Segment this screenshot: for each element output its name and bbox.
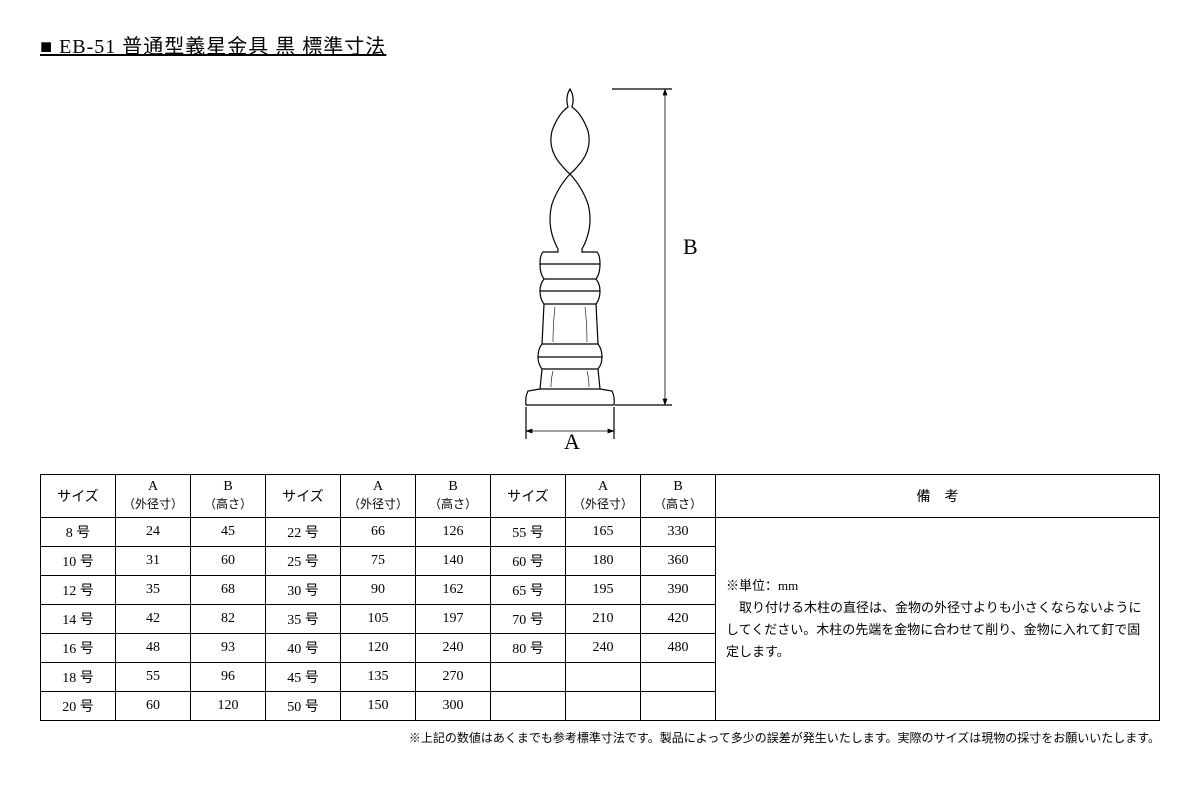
cell-a: 75 bbox=[341, 547, 416, 576]
cell-b: 126 bbox=[416, 518, 491, 547]
cell-size: 45 号 bbox=[266, 663, 341, 692]
cell-b: 300 bbox=[416, 692, 491, 721]
diagram-label-a: A bbox=[564, 429, 580, 449]
cell-a: 120 bbox=[341, 634, 416, 663]
cell-size bbox=[491, 692, 566, 721]
th-size-1: サイズ bbox=[41, 475, 116, 518]
cell-size: 10 号 bbox=[41, 547, 116, 576]
cell-size: 14 号 bbox=[41, 605, 116, 634]
cell-b: 360 bbox=[641, 547, 716, 576]
th-B-1: B（高さ） bbox=[191, 475, 266, 518]
cell-b: 390 bbox=[641, 576, 716, 605]
page-title: ■ EB-51 普通型義星金具 黒 標準寸法 bbox=[40, 30, 1160, 59]
cell-a: 210 bbox=[566, 605, 641, 634]
diagram-label-b: B bbox=[683, 234, 698, 259]
th-B-2: B（高さ） bbox=[416, 475, 491, 518]
cell-a: 48 bbox=[116, 634, 191, 663]
cell-a: 180 bbox=[566, 547, 641, 576]
cell-b: 96 bbox=[191, 663, 266, 692]
cell-a: 195 bbox=[566, 576, 641, 605]
diagram: B A bbox=[440, 69, 760, 454]
remarks-cell: ※単位：mm 取り付ける木柱の直径は、金物の外径寸よりも小さくならないようにして… bbox=[716, 518, 1160, 721]
cell-size: 70 号 bbox=[491, 605, 566, 634]
th-A-3: A（外径寸） bbox=[566, 475, 641, 518]
cell-b: 120 bbox=[191, 692, 266, 721]
dimension-table: サイズ A（外径寸） B（高さ） サイズ A（外径寸） B（高さ） サイズ A（… bbox=[40, 474, 1160, 721]
ornament-diagram-svg: B A bbox=[440, 69, 760, 449]
cell-a: 66 bbox=[341, 518, 416, 547]
cell-size: 22 号 bbox=[266, 518, 341, 547]
cell-size: 16 号 bbox=[41, 634, 116, 663]
cell-size: 18 号 bbox=[41, 663, 116, 692]
cell-b: 330 bbox=[641, 518, 716, 547]
cell-a: 42 bbox=[116, 605, 191, 634]
cell-b: 270 bbox=[416, 663, 491, 692]
cell-size: 20 号 bbox=[41, 692, 116, 721]
cell-a: 135 bbox=[341, 663, 416, 692]
cell-a: 150 bbox=[341, 692, 416, 721]
cell-a: 105 bbox=[341, 605, 416, 634]
cell-size: 35 号 bbox=[266, 605, 341, 634]
cell-size: 12 号 bbox=[41, 576, 116, 605]
th-remarks: 備 考 bbox=[716, 475, 1160, 518]
cell-size: 25 号 bbox=[266, 547, 341, 576]
footnote: ※上記の数値はあくまでも参考標準寸法です。製品によって多少の誤差が発生いたします… bbox=[40, 729, 1160, 746]
th-A-1: A（外径寸） bbox=[116, 475, 191, 518]
diagram-container: B A bbox=[40, 69, 1160, 454]
cell-b bbox=[641, 692, 716, 721]
cell-a: 60 bbox=[116, 692, 191, 721]
cell-a: 240 bbox=[566, 634, 641, 663]
cell-b bbox=[641, 663, 716, 692]
cell-a: 24 bbox=[116, 518, 191, 547]
cell-b: 82 bbox=[191, 605, 266, 634]
cell-b: 140 bbox=[416, 547, 491, 576]
cell-b: 68 bbox=[191, 576, 266, 605]
cell-size: 60 号 bbox=[491, 547, 566, 576]
table-row: 8 号244522 号6612655 号165330※単位：mm 取り付ける木柱… bbox=[41, 518, 1160, 547]
cell-a bbox=[566, 692, 641, 721]
cell-size: 30 号 bbox=[266, 576, 341, 605]
cell-a: 35 bbox=[116, 576, 191, 605]
cell-size: 40 号 bbox=[266, 634, 341, 663]
cell-size: 65 号 bbox=[491, 576, 566, 605]
cell-b: 45 bbox=[191, 518, 266, 547]
th-size-3: サイズ bbox=[491, 475, 566, 518]
cell-b: 480 bbox=[641, 634, 716, 663]
cell-size: 80 号 bbox=[491, 634, 566, 663]
cell-size: 8 号 bbox=[41, 518, 116, 547]
cell-a: 31 bbox=[116, 547, 191, 576]
cell-b: 93 bbox=[191, 634, 266, 663]
cell-b: 162 bbox=[416, 576, 491, 605]
cell-a: 55 bbox=[116, 663, 191, 692]
th-B-3: B（高さ） bbox=[641, 475, 716, 518]
th-A-2: A（外径寸） bbox=[341, 475, 416, 518]
cell-a: 90 bbox=[341, 576, 416, 605]
cell-a bbox=[566, 663, 641, 692]
cell-size bbox=[491, 663, 566, 692]
table-header-row: サイズ A（外径寸） B（高さ） サイズ A（外径寸） B（高さ） サイズ A（… bbox=[41, 475, 1160, 518]
cell-size: 50 号 bbox=[266, 692, 341, 721]
cell-size: 55 号 bbox=[491, 518, 566, 547]
cell-a: 165 bbox=[566, 518, 641, 547]
th-size-2: サイズ bbox=[266, 475, 341, 518]
cell-b: 420 bbox=[641, 605, 716, 634]
cell-b: 60 bbox=[191, 547, 266, 576]
cell-b: 240 bbox=[416, 634, 491, 663]
cell-b: 197 bbox=[416, 605, 491, 634]
